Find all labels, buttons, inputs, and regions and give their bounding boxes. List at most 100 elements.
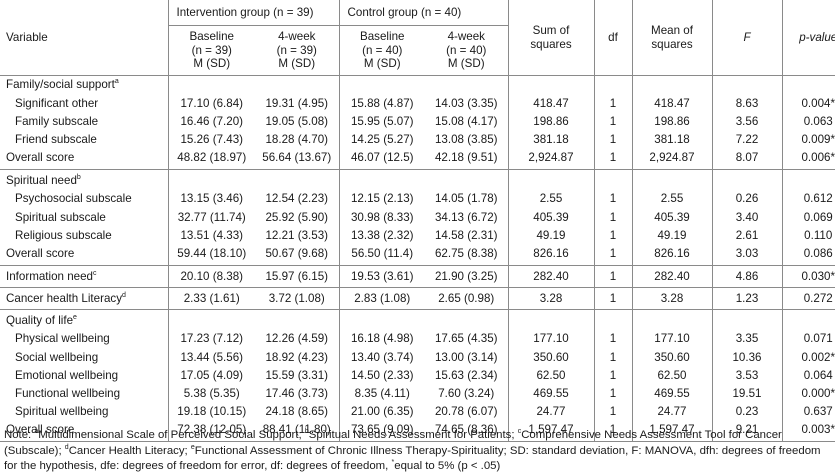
cell-df: 1 bbox=[593, 366, 632, 385]
row-label: Psychosocial subscale bbox=[0, 190, 168, 208]
cell-ms: 2.55 bbox=[631, 190, 712, 209]
cell-ms: 198.86 bbox=[631, 112, 712, 131]
cell-p: 0.003* bbox=[781, 421, 835, 443]
cell-p: 0.612 bbox=[781, 190, 835, 209]
cell-df: 1 bbox=[593, 208, 632, 227]
cell-ib: 20.10 (8.38) bbox=[167, 264, 255, 288]
cell-p: 0.030* bbox=[781, 264, 835, 288]
empty-cell bbox=[425, 168, 508, 191]
cell-ss: 418.47 bbox=[507, 94, 594, 113]
cell-cb: 46.07 (12.5) bbox=[338, 148, 425, 170]
cell-ss: 2,924.87 bbox=[507, 148, 594, 170]
cell-p: 0.006* bbox=[781, 148, 835, 170]
cell-ms: 381.18 bbox=[631, 130, 712, 149]
cell-cb: 73.65 (9.09) bbox=[338, 421, 425, 443]
note-prefix: Note: bbox=[4, 429, 35, 441]
cell-p: 0.004* bbox=[781, 94, 835, 113]
cell-ss: 198.86 bbox=[507, 112, 594, 131]
empty-cell bbox=[507, 168, 594, 191]
cell-cb: 15.95 (5.07) bbox=[338, 112, 425, 131]
empty-cell bbox=[338, 75, 425, 95]
cell-ms: 1,597.47 bbox=[631, 421, 712, 443]
row-label: Cancer health Literacyd bbox=[0, 286, 168, 310]
row-label: Social wellbeing bbox=[0, 348, 168, 366]
cell-f: 0.23 bbox=[711, 402, 782, 421]
int-4week-line3: M (SD) bbox=[278, 57, 316, 71]
control-group-label: Control group (n = 40) bbox=[347, 5, 462, 19]
cell-i4: 12.54 (2.23) bbox=[265, 192, 329, 206]
cell-ms: 177.10 bbox=[631, 330, 712, 349]
row-label: Overall score bbox=[0, 244, 168, 266]
cell-i4: 17.46 (3.73) bbox=[265, 386, 329, 400]
cell-cb: 16.18 (4.98) bbox=[338, 330, 425, 349]
table-row: Emotional wellbeing 17.05 (4.09) 15.59 (3.… bbox=[0, 366, 835, 385]
cell-p: 0.272 bbox=[781, 286, 835, 310]
note-item: equal to 5% (p < .05) bbox=[394, 460, 501, 473]
cell-i4: 15.97 (6.15) bbox=[255, 264, 339, 288]
header-int-4week: 4-week (n = 39) M (SD) bbox=[255, 25, 339, 76]
ctl-baseline-line3: M (SD) bbox=[363, 57, 401, 71]
note-sup: a bbox=[34, 428, 39, 436]
cell-c4: 42.18 (9.51) bbox=[425, 148, 508, 170]
cell-f: 3.35 bbox=[711, 330, 782, 349]
note-item: Spiritual Needs Assessment for Patients; bbox=[308, 429, 518, 441]
table-header: Variable Intervention group (n = 39) Con… bbox=[0, 0, 835, 76]
intervention-group-label: Intervention group (n = 39) bbox=[176, 5, 314, 19]
row-label-text: Cancer health Literacy bbox=[6, 291, 122, 305]
cell-ib: 72.38 (12.05) bbox=[167, 421, 255, 443]
cell-ms: 350.60 bbox=[631, 348, 712, 367]
int-4week-line2: (n = 39) bbox=[276, 43, 317, 57]
header-variable: Variable bbox=[0, 0, 168, 76]
table-row: Overall score 72.38 (12.05) 88.41 (11.80) 7… bbox=[0, 421, 835, 443]
cell-c4: 15.08 (4.17) bbox=[434, 114, 498, 128]
header-p-value: p-value bbox=[781, 0, 835, 76]
row-label-text: Family subscale bbox=[15, 114, 99, 128]
row-label: Physical wellbeing bbox=[0, 330, 168, 348]
table-row: Overall score 59.44 (18.10) 50.67 (9.68) 56… bbox=[0, 244, 835, 266]
row-label-text: Psychosocial subscale bbox=[15, 192, 132, 206]
cell-ms: 405.39 bbox=[631, 208, 712, 227]
note-sup: d bbox=[64, 443, 69, 451]
table-row: Significant other 17.10 (6.84) 19.31 (4.95… bbox=[0, 94, 835, 113]
cell-ss: 49.19 bbox=[507, 226, 594, 245]
cell-f: 9.21 bbox=[711, 421, 782, 443]
cell-c4: 17.65 (4.35) bbox=[434, 332, 498, 346]
row-label: Emotional wellbeing bbox=[0, 366, 168, 384]
cell-cb: 14.50 (2.33) bbox=[338, 366, 425, 385]
row-label: Family subscale bbox=[0, 112, 168, 130]
section-1-title: Family/social supporta bbox=[0, 76, 168, 95]
int-baseline-line2: (n = 39) bbox=[191, 43, 232, 57]
cell-cb: 12.15 (2.13) bbox=[338, 190, 425, 209]
cell-ms: 469.55 bbox=[631, 384, 712, 403]
empty-cell bbox=[711, 308, 782, 331]
cell-f: 3.40 bbox=[711, 208, 782, 227]
table-row: Functional wellbeing 5.38 (5.35) 17.46 (3.… bbox=[0, 384, 835, 403]
cell-ib: 16.46 (7.20) bbox=[167, 112, 255, 131]
cell-ib: 2.33 (1.61) bbox=[167, 286, 255, 310]
cell-f: 3.56 bbox=[711, 112, 782, 131]
empty-cell bbox=[167, 75, 255, 95]
cell-ms: 49.19 bbox=[631, 226, 712, 245]
cell-ms: 62.50 bbox=[631, 366, 712, 385]
cell-i4: 56.64 (13.67) bbox=[255, 148, 339, 170]
header-control-group: Control group (n = 40) bbox=[338, 0, 508, 26]
cell-c4: 14.03 (3.35) bbox=[434, 96, 498, 110]
row-label-text: Overall score bbox=[6, 151, 75, 165]
row-label-text: Spiritual subscale bbox=[15, 210, 106, 224]
cell-p: 0.063 bbox=[781, 112, 835, 131]
table-row: Information needc 20.10 (8.38) 15.97 (6.15… bbox=[0, 264, 835, 288]
empty-cell bbox=[631, 168, 712, 191]
note-item: Comprehensive Needs Assessment Tool for … bbox=[4, 429, 786, 457]
cell-c4: 14.58 (2.31) bbox=[434, 228, 498, 242]
f-label: F bbox=[743, 30, 751, 44]
header-int-baseline: Baseline (n = 39) M (SD) bbox=[167, 25, 255, 76]
table-row: Psychosocial subscale 13.15 (3.46) 12.54 (… bbox=[0, 190, 835, 209]
table-row: Family subscale 16.46 (7.20) 19.05 (5.08) 1… bbox=[0, 112, 835, 131]
section-2-title-row: Spiritual needb bbox=[0, 168, 835, 191]
cell-ss: 1,597.47 bbox=[507, 421, 594, 443]
cell-ss: 469.55 bbox=[507, 384, 594, 403]
note-sup: c bbox=[517, 428, 522, 436]
header-ctl-4week: 4-week (n = 40) M (SD) bbox=[425, 25, 508, 76]
cell-ss: 826.16 bbox=[507, 244, 594, 266]
cell-f: 19.51 bbox=[711, 384, 782, 403]
